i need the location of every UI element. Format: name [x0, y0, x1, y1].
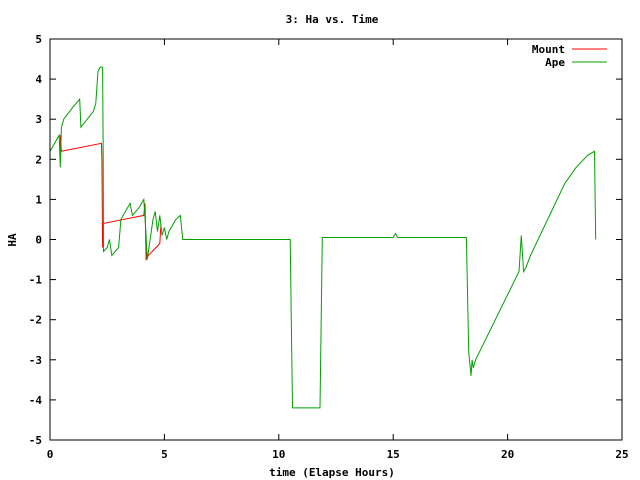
x-tick-label: 0 — [47, 448, 54, 461]
y-tick-label: 4 — [35, 73, 42, 86]
y-tick-label: -4 — [29, 394, 43, 407]
y-tick-label: 1 — [35, 193, 42, 206]
y-axis-label: HA — [6, 233, 19, 247]
axis-ticks: 0 5 10 15 20 25 -5 -4 -3 -2 -1 0 1 2 3 4 5 — [29, 33, 629, 461]
x-tick-label: 20 — [501, 448, 514, 461]
y-tick-label: -5 — [29, 434, 42, 447]
y-tick-label: 5 — [35, 33, 42, 46]
x-tick-label: 10 — [272, 448, 285, 461]
x-axis-label: time (Elapse Hours) — [269, 466, 395, 479]
legend-label-ape: Ape — [545, 56, 565, 69]
x-tick-label: 5 — [161, 448, 168, 461]
y-tick-label: 2 — [35, 153, 42, 166]
plot-frame — [49, 38, 623, 441]
legend-label-mount: Mount — [532, 43, 565, 56]
y-tick-label: 3 — [35, 113, 42, 126]
series-lines — [49, 66, 597, 409]
y-tick-label: -1 — [29, 274, 43, 287]
y-tick-label: 0 — [35, 234, 42, 247]
y-tick-label: -2 — [29, 314, 42, 327]
x-tick-label: 15 — [387, 448, 400, 461]
chart-title: 3: Ha vs. Time — [286, 13, 379, 26]
series-line-ape — [49, 66, 597, 409]
x-tick-label: 25 — [615, 448, 628, 461]
y-tick-label: -3 — [29, 354, 42, 367]
